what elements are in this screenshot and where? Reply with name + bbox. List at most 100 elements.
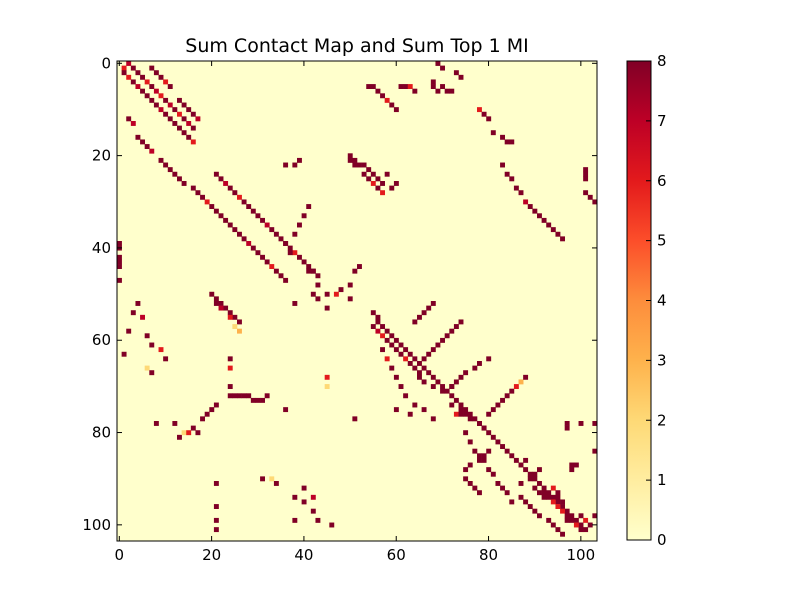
heatmap-cell <box>297 222 302 228</box>
heatmap-cell <box>421 365 427 371</box>
heatmap-cell <box>255 397 261 403</box>
colorbar-tick-label: 6 <box>657 172 667 190</box>
heatmap-cell <box>393 407 399 413</box>
heatmap-cell <box>204 411 210 417</box>
heatmap-cell <box>509 388 515 394</box>
heatmap-cell <box>237 194 242 200</box>
colorbar-tick-label: 1 <box>657 471 667 489</box>
heatmap-cell <box>560 499 565 505</box>
heatmap-cell <box>195 190 201 196</box>
heatmap-cell <box>250 208 256 214</box>
heatmap-cell <box>200 416 205 422</box>
heatmap-cell <box>140 74 145 80</box>
heatmap-cell <box>403 356 409 362</box>
heatmap-cell <box>486 356 492 362</box>
heatmap-cell <box>315 282 321 288</box>
heatmap-cell <box>186 430 192 436</box>
heatmap-cell <box>292 517 298 523</box>
heatmap-cell <box>209 204 215 209</box>
heatmap-cell <box>301 259 307 265</box>
heatmap-cell <box>163 162 169 168</box>
heatmap-cell <box>227 393 233 399</box>
heatmap-cell <box>555 490 561 496</box>
heatmap-cell <box>509 499 515 505</box>
heatmap-cell <box>380 347 385 353</box>
colorbar-tick-label: 2 <box>657 411 667 429</box>
heatmap-cell <box>167 167 173 173</box>
heatmap-cell <box>370 181 376 186</box>
heatmap-cell <box>329 522 335 528</box>
heatmap-cell <box>204 199 210 205</box>
heatmap-cell <box>393 107 399 113</box>
heatmap-cell <box>218 213 224 219</box>
heatmap-cell <box>264 222 270 228</box>
heatmap-cell <box>227 314 233 320</box>
heatmap-cell <box>130 121 136 126</box>
heatmap-cell <box>467 462 473 468</box>
heatmap-cell <box>477 361 482 366</box>
heatmap-cell <box>449 328 455 334</box>
heatmap-cell <box>310 494 316 500</box>
heatmap-cell <box>509 139 515 145</box>
heatmap-cell <box>195 430 201 436</box>
heatmap-cell <box>500 134 505 140</box>
heatmap-cell <box>486 411 492 417</box>
heatmap-cell <box>260 476 265 482</box>
heatmap-cell <box>458 402 464 408</box>
heatmap-cell <box>523 499 529 505</box>
heatmap-cell <box>569 513 575 519</box>
heatmap-cell <box>417 361 422 366</box>
heatmap-cell <box>472 448 478 454</box>
heatmap-cell <box>246 204 252 209</box>
colorbar-tick-label: 4 <box>657 292 667 310</box>
heatmap-cell <box>449 88 455 94</box>
heatmap-cell <box>467 481 473 486</box>
heatmap-cell <box>472 416 478 422</box>
heatmap-cell <box>121 65 127 71</box>
heatmap-cell <box>449 402 455 408</box>
heatmap-cell <box>292 301 298 306</box>
heatmap-cell <box>177 176 182 182</box>
heatmap-cell <box>555 231 561 237</box>
heatmap-cell <box>500 397 505 403</box>
heatmap-cell <box>486 430 492 436</box>
heatmap-cell <box>495 402 501 408</box>
heatmap-cell <box>537 467 542 473</box>
heatmap-cell <box>167 84 173 89</box>
heatmap-cell <box>500 485 505 491</box>
heatmap-cell <box>121 351 127 357</box>
heatmap-cell <box>260 254 265 260</box>
heatmap-cell <box>513 457 519 463</box>
heatmap-cell <box>421 356 427 362</box>
heatmap-cell <box>167 102 173 108</box>
heatmap-cell <box>163 111 169 117</box>
heatmap-cell <box>273 268 279 274</box>
heatmap-cell <box>523 457 529 463</box>
heatmap-cell <box>518 190 524 196</box>
heatmap-cell <box>407 351 413 357</box>
heatmap-cell <box>149 342 155 348</box>
heatmap-cell <box>163 356 169 362</box>
heatmap-cell <box>560 236 565 242</box>
heatmap-cell <box>269 264 275 269</box>
heatmap-cell <box>218 176 224 182</box>
heatmap-cell <box>444 88 450 94</box>
heatmap-cell <box>361 162 367 168</box>
heatmap-cell <box>310 268 316 274</box>
heatmap-cell <box>144 144 150 149</box>
heatmap-cell <box>117 264 122 269</box>
heatmap-cell <box>246 241 252 246</box>
heatmap-cell <box>583 171 589 177</box>
heatmap-cell <box>537 490 542 496</box>
heatmap-cell <box>587 522 593 528</box>
heatmap-cell <box>232 314 238 320</box>
heatmap-cell <box>375 88 381 94</box>
heatmap-cell <box>375 185 381 191</box>
heatmap-cell <box>550 499 556 505</box>
heatmap-cell <box>421 310 427 316</box>
heatmap-cell <box>227 365 233 371</box>
heatmap-cell <box>181 430 187 436</box>
heatmap-cell <box>246 393 252 399</box>
heatmap-cell <box>541 494 547 500</box>
